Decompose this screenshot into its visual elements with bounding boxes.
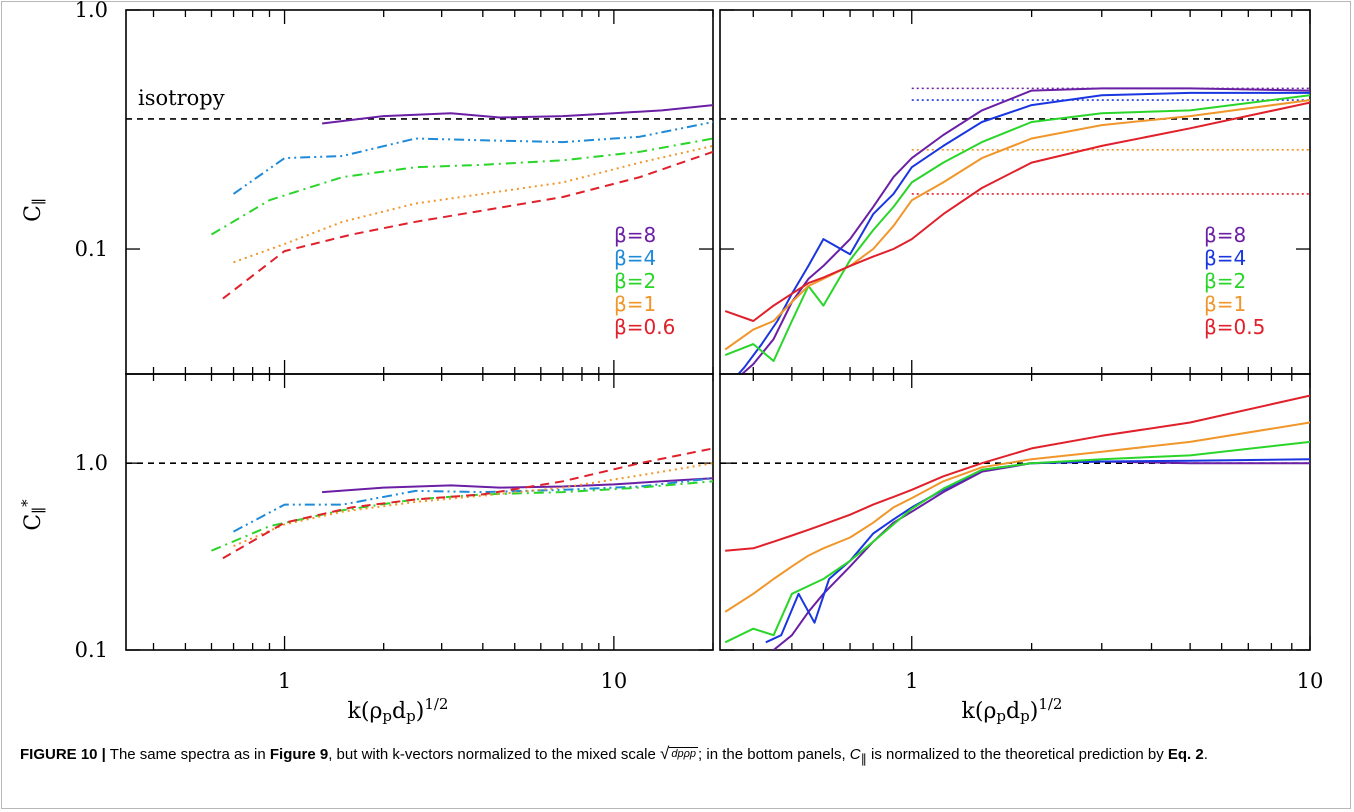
isotropy-label: isotropy (138, 86, 225, 110)
y-tick-label: 0.1 (75, 237, 108, 261)
series-line (322, 477, 713, 494)
figure-caption: FIGURE 10 | The same spectra as in Figur… (20, 743, 1340, 770)
caption-ref-equation[interactable]: Eq. 2 (1167, 746, 1204, 763)
y-axis-titles: C∥ C∥* (18, 198, 48, 531)
legend-label: β=8 (1204, 223, 1246, 247)
sqrt-symbol: √ (660, 744, 670, 763)
legend-label: β=8 (614, 223, 656, 247)
caption-text-1: The same spectra as in (105, 746, 270, 763)
legend-label: β=0.6 (614, 315, 675, 339)
series-line (765, 458, 1310, 644)
panel-bottom_right: 1 10 (719, 373, 1324, 693)
y-axis-title-top: C∥ (21, 198, 48, 222)
series-line (321, 104, 713, 125)
series-line (724, 94, 1310, 362)
series-line (724, 440, 1310, 644)
y-tick-label: 1.0 (75, 0, 108, 22)
panel-top_right: β=8β=4β=2β=1β=0.5 (719, 9, 1311, 375)
figure-10-chart: 0.11.0isotropyβ=8β=4β=2β=1β=0.6β=8β=4β=2… (18, 0, 1324, 725)
legend-label: β=1 (1204, 292, 1246, 316)
plot-frame-bottom_right (719, 373, 1311, 651)
plot-frame-bottom_left (125, 373, 714, 651)
caption-text-2: , but with k-vectors normalized to the m… (328, 746, 661, 763)
panel-bottom_left: 0.1 1.0 1 10 (75, 373, 714, 693)
x-tick-label: 10 (601, 669, 628, 693)
series-line (222, 447, 713, 560)
series-line (724, 421, 1310, 613)
x-axis-titles: k(ρpdp)1/2 k(ρpdp)1/2 (348, 695, 1063, 725)
caption-sqrt-argument: dpρp (669, 747, 699, 760)
legend-label: β=4 (614, 246, 656, 270)
series-line (233, 477, 713, 533)
caption-text-5: . (1203, 746, 1208, 763)
series-line (724, 101, 1310, 322)
y-tick-label: 1.0 (75, 451, 108, 475)
series-line (725, 394, 1310, 552)
plot-area-bottom_right (720, 394, 1310, 650)
x-tick-label: 1 (278, 669, 291, 693)
caption-text-4: is normalized to the theoretical predict… (866, 746, 1168, 763)
caption-text-3: ; in the bottom panels, (698, 746, 850, 763)
legend-label: β=1 (614, 292, 656, 316)
series-line (737, 91, 1310, 374)
legend-label: β=4 (1204, 246, 1246, 270)
series-line (232, 121, 713, 195)
series-line (210, 137, 713, 236)
caption-ref-figure[interactable]: Figure 9 (269, 746, 329, 763)
x-tick-label: 1 (905, 669, 918, 693)
plot-area-bottom_left (126, 447, 713, 560)
legend-label: β=0.5 (1204, 315, 1265, 339)
panel-top_left: 0.1 1.0 isotropy β=8β=4β=2β=1β=0.6 (75, 0, 714, 375)
x-axis-title-right: k(ρpdp)1/2 (962, 695, 1063, 725)
caption-label: FIGURE 10 | (20, 746, 106, 763)
plot-area-top_right (720, 87, 1310, 374)
plot-area-top_left (126, 104, 713, 300)
series-line (233, 462, 713, 548)
series-line (724, 99, 1310, 351)
x-tick-label: 10 (1297, 669, 1324, 693)
legend-label: β=2 (614, 269, 656, 293)
caption-symbol: C (849, 746, 861, 763)
x-axis-title-left: k(ρpdp)1/2 (348, 695, 449, 725)
y-axis-title-bottom: C∥* (18, 499, 48, 531)
series-line (740, 87, 1310, 374)
series-line (222, 150, 713, 300)
y-tick-label: 0.1 (75, 638, 108, 662)
chart-panels: 0.11.0isotropyβ=8β=4β=2β=1β=0.6β=8β=4β=2… (75, 0, 1324, 693)
legend-label: β=2 (1204, 269, 1246, 293)
caption-symbol-subscript: ∥ (860, 752, 867, 766)
